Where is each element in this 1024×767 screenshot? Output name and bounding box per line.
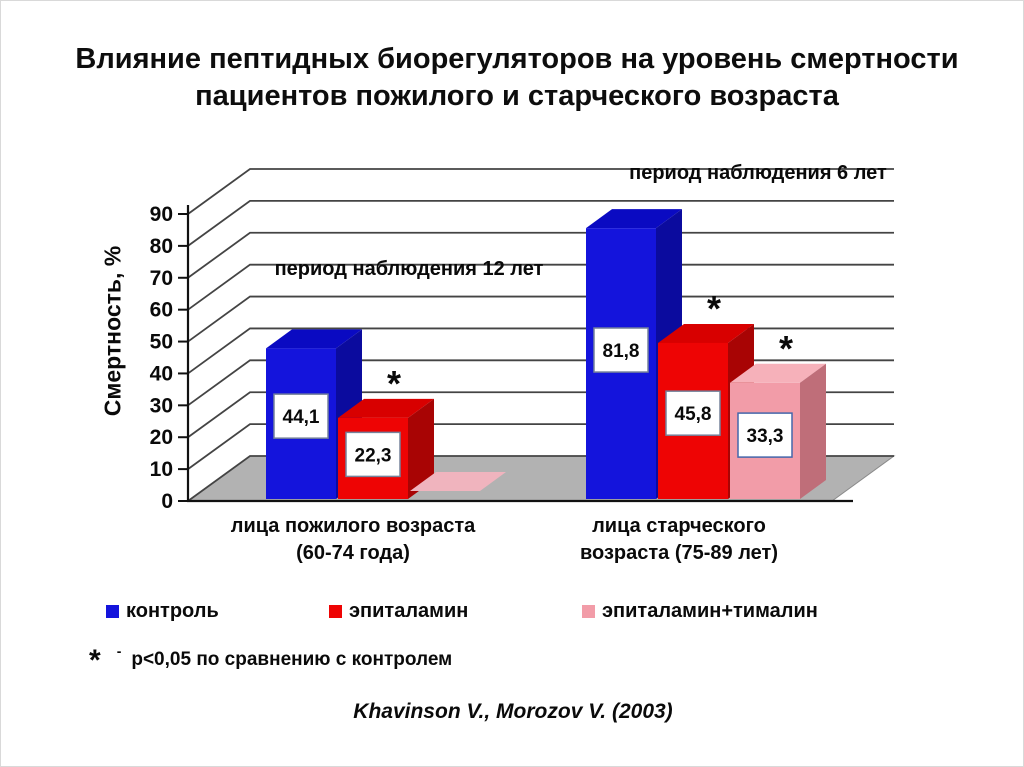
y-tick-label: 30 <box>150 394 173 417</box>
data-label-box <box>345 431 401 478</box>
data-label-box <box>593 327 649 373</box>
slide-title: Влияние пептидных биорегуляторов на уров… <box>21 41 1013 115</box>
y-tick-label: 90 <box>150 203 173 226</box>
x-category-label-elderly: лица пожилого возраста (60-74 года) <box>230 515 476 564</box>
legend-item-epithalamin-thymalin: эпиталамин+тималин <box>582 600 818 622</box>
data-label: 33,3 <box>747 426 784 447</box>
data-label-box <box>665 390 721 436</box>
bar-side-face <box>408 398 434 499</box>
y-tick-label: 70 <box>150 267 173 290</box>
legend-swatch-epithalamin-thymalin <box>582 604 595 618</box>
bar-top-face <box>586 209 682 229</box>
annotation-observation-12-years: период наблюдения 12 лет <box>274 258 544 280</box>
slide-title-line1: Влияние пептидных биорегуляторов на уров… <box>75 43 959 75</box>
significance-footnote: * - p<0,05 по сравнению с контролем <box>89 643 452 678</box>
bar-side-face <box>800 363 826 499</box>
data-label: 81,8 <box>603 341 640 362</box>
legend-item-epithalamin: эпиталамин <box>329 600 468 622</box>
legend-swatch-control <box>106 604 119 618</box>
data-label: 22,3 <box>355 445 392 466</box>
legend-label-epithalamin: эпиталамин <box>349 599 469 622</box>
x-category-label-senile: лица старческого возраста (75-89 лет) <box>580 515 778 564</box>
legend-item-control: контроль <box>106 600 219 622</box>
legend-label-epithalamin-thymalin: эпиталамин+тималин <box>602 599 818 622</box>
footnote-text: p<0,05 по сравнению с контролем <box>131 649 453 670</box>
bar-top-face <box>730 363 826 383</box>
footnote-dash: - <box>116 643 122 659</box>
significance-asterisk: * <box>387 363 401 404</box>
y-tick-label: 60 <box>150 299 173 322</box>
legend-label-control: контроль <box>126 599 219 622</box>
citation: Khavinson V., Morozov V. (2003) <box>353 700 673 723</box>
bar-top-face <box>266 329 362 349</box>
gridline <box>187 199 894 247</box>
y-tick-label: 20 <box>150 426 173 449</box>
y-tick-label: 50 <box>150 331 173 354</box>
data-label: 45,8 <box>675 404 712 425</box>
footnote-asterisk: * <box>89 644 101 677</box>
bar-zero-patch <box>410 472 506 491</box>
significance-asterisk: * <box>779 328 793 369</box>
y-tick-label: 0 <box>161 490 173 513</box>
bar-top-face <box>658 323 754 343</box>
significance-asterisk: * <box>707 288 721 329</box>
data-label-box <box>737 412 793 458</box>
slide-title-line2: пациентов пожилого и старческого возраст… <box>195 80 839 112</box>
gridline <box>187 168 894 215</box>
bar-top-face <box>338 398 434 418</box>
data-label-box <box>273 393 329 439</box>
legend-swatch-epithalamin <box>329 604 342 618</box>
data-label: 44,1 <box>283 407 320 428</box>
y-tick-label: 10 <box>150 458 173 481</box>
y-axis-label: Смертность, % <box>99 245 126 417</box>
y-tick-label: 40 <box>150 362 173 385</box>
y-tick-label: 80 <box>150 235 173 258</box>
annotation-observation-6-years: период наблюдения 6 лет <box>629 162 887 184</box>
